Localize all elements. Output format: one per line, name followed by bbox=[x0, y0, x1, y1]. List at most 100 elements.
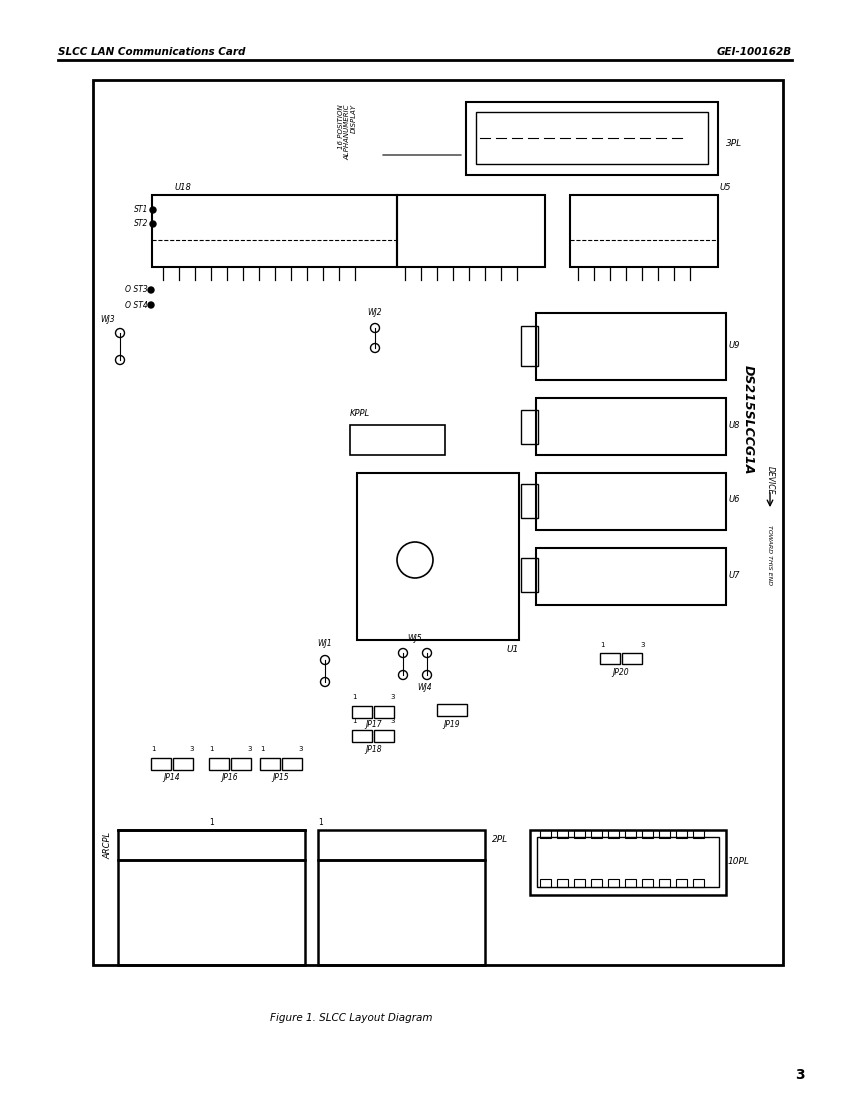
Bar bbox=[521, 484, 538, 518]
Bar bbox=[209, 758, 229, 770]
Bar bbox=[659, 830, 670, 838]
Text: ST2: ST2 bbox=[133, 220, 148, 229]
Bar bbox=[357, 473, 519, 640]
Text: 3: 3 bbox=[640, 642, 644, 648]
Text: U6: U6 bbox=[729, 495, 740, 505]
Bar bbox=[374, 730, 394, 743]
Bar bbox=[625, 830, 636, 838]
Bar bbox=[530, 830, 726, 895]
Bar bbox=[625, 879, 636, 887]
Text: JP14: JP14 bbox=[164, 773, 180, 782]
Text: O ST4: O ST4 bbox=[125, 300, 148, 309]
Text: 3: 3 bbox=[390, 694, 394, 700]
Bar bbox=[608, 879, 619, 887]
Text: O ST3: O ST3 bbox=[125, 286, 148, 295]
Bar bbox=[282, 758, 302, 770]
Bar bbox=[642, 879, 653, 887]
Text: ST1: ST1 bbox=[133, 206, 148, 214]
Bar bbox=[622, 653, 642, 664]
Circle shape bbox=[150, 221, 156, 227]
Circle shape bbox=[150, 207, 156, 213]
Text: WJ3: WJ3 bbox=[100, 316, 115, 324]
Bar bbox=[521, 410, 538, 444]
Circle shape bbox=[148, 302, 154, 308]
Bar bbox=[437, 704, 467, 716]
Bar bbox=[574, 830, 585, 838]
Bar bbox=[540, 879, 551, 887]
Text: U7: U7 bbox=[729, 571, 740, 580]
Bar bbox=[570, 195, 718, 267]
Text: WJ2: WJ2 bbox=[368, 308, 382, 317]
Bar bbox=[173, 758, 193, 770]
Text: JP16: JP16 bbox=[222, 773, 238, 782]
Text: WJ4: WJ4 bbox=[417, 683, 433, 692]
Text: 1: 1 bbox=[600, 642, 604, 648]
Bar bbox=[318, 830, 485, 860]
Bar bbox=[676, 879, 687, 887]
Text: 10PL: 10PL bbox=[728, 858, 750, 867]
Bar bbox=[536, 314, 726, 380]
Text: 3: 3 bbox=[390, 718, 394, 724]
Bar bbox=[591, 830, 602, 838]
Bar bbox=[600, 653, 620, 664]
Text: U5: U5 bbox=[720, 183, 732, 192]
Text: 3: 3 bbox=[298, 746, 303, 752]
Bar bbox=[574, 879, 585, 887]
Bar bbox=[676, 830, 687, 838]
Text: 1: 1 bbox=[318, 818, 323, 827]
Bar bbox=[260, 758, 280, 770]
Text: 1: 1 bbox=[352, 718, 356, 724]
Text: 3: 3 bbox=[247, 746, 252, 752]
Bar bbox=[151, 758, 171, 770]
Text: GEI-100162B: GEI-100162B bbox=[717, 47, 792, 57]
Bar bbox=[352, 730, 372, 743]
Bar bbox=[231, 758, 251, 770]
Text: 16 POSITION
ALPHANUMERIC
DISPLAY: 16 POSITION ALPHANUMERIC DISPLAY bbox=[338, 104, 357, 160]
Text: 1: 1 bbox=[210, 818, 214, 827]
Bar bbox=[318, 860, 485, 965]
Bar bbox=[536, 398, 726, 455]
Bar bbox=[93, 80, 783, 965]
Text: WJ1: WJ1 bbox=[318, 639, 332, 648]
Text: SLCC LAN Communications Card: SLCC LAN Communications Card bbox=[58, 47, 246, 57]
Text: 3: 3 bbox=[796, 1068, 805, 1082]
Bar bbox=[557, 830, 568, 838]
Bar bbox=[397, 195, 545, 267]
Text: 1: 1 bbox=[209, 746, 213, 752]
Text: JP17: JP17 bbox=[366, 720, 382, 729]
Bar bbox=[476, 112, 708, 164]
Text: KPPL: KPPL bbox=[350, 409, 370, 418]
Bar bbox=[557, 879, 568, 887]
Text: JP18: JP18 bbox=[366, 745, 382, 754]
Bar bbox=[536, 548, 726, 605]
Bar bbox=[693, 879, 704, 887]
Text: JP15: JP15 bbox=[273, 773, 289, 782]
Text: 2PL: 2PL bbox=[492, 836, 508, 845]
Text: U1: U1 bbox=[507, 645, 519, 654]
Text: ARCPL: ARCPL bbox=[104, 832, 112, 859]
Bar bbox=[466, 102, 718, 175]
Text: U18: U18 bbox=[175, 183, 192, 192]
Bar bbox=[118, 830, 305, 860]
Bar bbox=[118, 860, 305, 965]
Text: Figure 1. SLCC Layout Diagram: Figure 1. SLCC Layout Diagram bbox=[270, 1013, 433, 1023]
Bar bbox=[521, 558, 538, 592]
Text: JP20: JP20 bbox=[613, 668, 629, 676]
Text: U9: U9 bbox=[729, 341, 740, 351]
Text: JP19: JP19 bbox=[444, 720, 461, 729]
Bar bbox=[659, 879, 670, 887]
Text: U8: U8 bbox=[729, 421, 740, 430]
Bar bbox=[693, 830, 704, 838]
Text: DEVICE: DEVICE bbox=[766, 465, 774, 494]
Bar bbox=[374, 706, 394, 718]
Text: 1: 1 bbox=[151, 746, 156, 752]
Bar bbox=[350, 425, 445, 455]
Text: WJ5: WJ5 bbox=[408, 634, 422, 643]
Text: 1: 1 bbox=[260, 746, 264, 752]
Bar bbox=[352, 706, 372, 718]
Circle shape bbox=[148, 287, 154, 293]
Bar bbox=[536, 473, 726, 530]
Bar bbox=[521, 326, 538, 366]
Text: DS215SLCCG1A: DS215SLCCG1A bbox=[741, 365, 755, 475]
Text: 3PL: 3PL bbox=[726, 139, 742, 147]
